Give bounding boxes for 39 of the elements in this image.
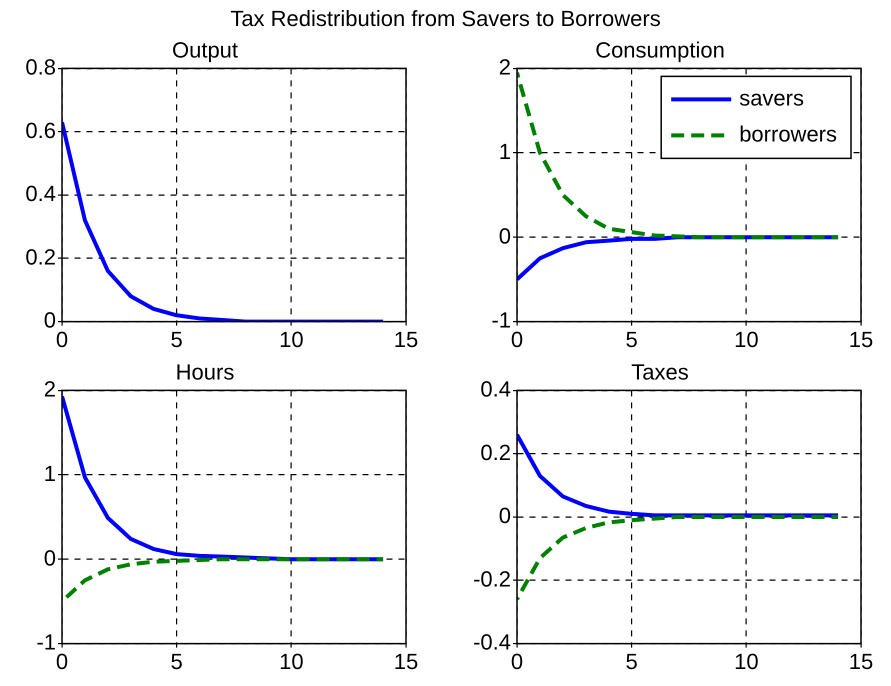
y-tick-label: 2 <box>498 54 511 80</box>
legend-label: borrowers <box>739 121 838 146</box>
chart-title: Consumption <box>595 37 725 62</box>
x-tick-label: 15 <box>848 648 874 674</box>
y-tick-label: 1 <box>44 460 56 486</box>
x-tick-label: 15 <box>394 326 418 352</box>
x-tick-label: 10 <box>734 648 759 674</box>
y-tick-label: 0.4 <box>25 181 56 206</box>
y-tick-label: -0.2 <box>473 566 511 592</box>
y-tick-label: 0 <box>44 308 56 333</box>
x-tick-label: 5 <box>170 648 183 674</box>
y-tick-label: 0 <box>44 545 56 570</box>
y-tick-label: 2 <box>44 376 56 402</box>
y-tick-label: 0.8 <box>25 54 56 80</box>
y-tick-label: 0 <box>498 223 511 248</box>
y-tick-label: 0.6 <box>25 118 56 143</box>
x-tick-label: 5 <box>626 648 638 674</box>
legend-label: savers <box>739 85 804 110</box>
chart-title: Output <box>172 37 238 62</box>
x-tick-label: 10 <box>734 326 759 352</box>
y-tick-label: 1 <box>498 138 511 164</box>
y-tick-label: 0.4 <box>480 376 511 402</box>
x-tick-label: 5 <box>626 326 638 352</box>
line-series <box>517 70 840 240</box>
x-tick-label: 10 <box>279 326 304 352</box>
x-tick-label: 15 <box>394 648 418 674</box>
chart-title: Taxes <box>631 359 689 384</box>
y-tick-label: -1 <box>36 630 56 655</box>
line-series <box>517 515 840 602</box>
y-tick-label: 0.2 <box>25 244 56 270</box>
x-tick-label: 5 <box>170 326 183 352</box>
text: Tax Redistribution from Savers to Borrowers <box>229 6 662 32</box>
y-tick-label: 0 <box>498 503 511 528</box>
chart-title: Hours <box>176 359 234 384</box>
y-tick-label: 0.2 <box>480 440 511 465</box>
x-tick-label: 15 <box>848 326 874 352</box>
y-tick-label: -1 <box>491 308 511 333</box>
y-tick-label: -0.4 <box>473 630 511 655</box>
x-tick-label: 10 <box>279 648 304 674</box>
